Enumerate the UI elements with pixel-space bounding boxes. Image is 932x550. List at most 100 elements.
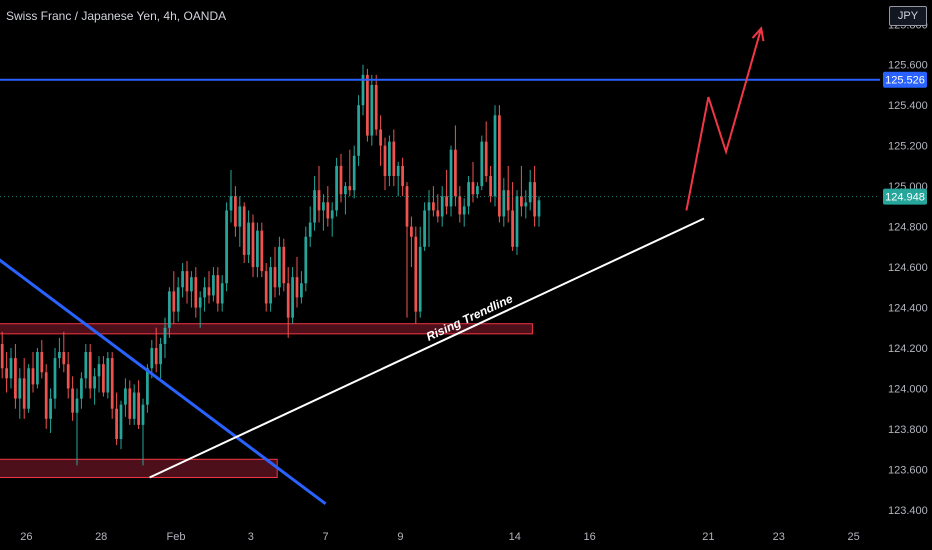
x-tick-label: 25 — [847, 531, 859, 543]
candle-body — [322, 202, 325, 211]
candle-body — [234, 196, 237, 227]
candle-body — [423, 210, 426, 247]
y-tick-label: 123.800 — [888, 424, 928, 436]
candle-body — [106, 358, 110, 393]
candle-body — [22, 378, 26, 409]
candle-body — [84, 352, 88, 379]
support-zone[interactable] — [0, 323, 533, 335]
candle-body — [163, 327, 167, 344]
candle-body — [132, 392, 136, 419]
candle-body — [436, 210, 440, 217]
candle-body — [247, 222, 250, 255]
candle-body — [418, 246, 422, 312]
candle-body — [194, 277, 198, 308]
candle-body — [150, 348, 154, 369]
candle-body — [137, 392, 140, 425]
candle-body — [251, 222, 255, 268]
candle-body — [432, 202, 435, 211]
candle-body — [493, 115, 497, 197]
rising-trendline[interactable] — [149, 217, 705, 479]
candle-body — [396, 165, 400, 177]
candle-body — [97, 364, 101, 377]
candle-body — [502, 190, 506, 217]
candle-body — [330, 210, 334, 219]
descending-trendline[interactable] — [0, 257, 327, 505]
candle-body — [304, 236, 308, 284]
candle-body — [528, 182, 532, 203]
candle-body — [225, 210, 228, 284]
candle-body — [467, 182, 470, 207]
x-tick-label: 7 — [323, 531, 329, 543]
y-tick-label: 124.600 — [888, 262, 928, 274]
candle-body — [203, 287, 206, 298]
candle-body — [128, 388, 132, 419]
y-tick-label: 123.600 — [888, 464, 928, 476]
candle-body — [357, 105, 360, 156]
candle-body — [18, 378, 22, 399]
x-tick-label: 3 — [248, 531, 254, 543]
resistance-price-tag[interactable] — [883, 71, 927, 88]
candle-body — [533, 182, 536, 217]
candle-body — [374, 84, 378, 130]
candle-body — [317, 190, 321, 211]
candle-body — [352, 155, 356, 191]
candle-body — [0, 343, 4, 369]
candle-body — [335, 165, 338, 211]
candle-body — [489, 176, 492, 197]
candle-body — [238, 206, 242, 227]
projection-path[interactable] — [685, 28, 763, 211]
candle-body — [62, 352, 66, 365]
last-price-label: 124.948 — [885, 192, 925, 204]
candle-body — [159, 343, 162, 365]
candle-body — [282, 246, 286, 284]
candle-body — [154, 348, 158, 365]
candle-body — [198, 297, 202, 308]
candle-body — [216, 275, 220, 304]
candle-body — [172, 291, 176, 312]
candle-body — [515, 196, 519, 247]
candle-body — [476, 186, 479, 195]
candle-body — [344, 186, 347, 195]
candle-body — [220, 283, 224, 304]
candle-body — [146, 368, 149, 405]
y-tick-label: 123.400 — [888, 505, 928, 517]
candle-body — [520, 196, 523, 207]
support-zone[interactable] — [0, 458, 278, 478]
x-tick-label: 21 — [702, 531, 714, 543]
candle-body — [440, 196, 444, 217]
candle-body — [40, 352, 44, 373]
candle-body — [229, 196, 233, 211]
x-tick-label: 9 — [397, 531, 403, 543]
candle-body — [80, 378, 83, 399]
candle-body — [537, 200, 541, 217]
candle-body — [176, 287, 180, 312]
candle-body — [168, 291, 171, 328]
candle-body — [379, 129, 382, 146]
candle-body — [392, 141, 396, 177]
candle-body — [273, 267, 277, 288]
candle-body — [93, 376, 96, 389]
candle-body — [66, 364, 70, 389]
y-tick-label: 124.400 — [888, 303, 928, 315]
candle-body — [88, 352, 92, 389]
y-tick-label: 125.200 — [888, 141, 928, 153]
projection-arrowhead — [751, 26, 765, 42]
y-tick-label: 124.200 — [888, 343, 928, 355]
candle-body — [9, 358, 13, 379]
candle-body — [313, 190, 316, 223]
candle-body — [185, 271, 189, 292]
candle-body — [260, 230, 264, 272]
last-price-tag[interactable] — [883, 188, 927, 205]
candle-body — [445, 196, 448, 207]
y-tick-label: 125.400 — [888, 100, 928, 112]
candle-body — [49, 398, 52, 419]
x-tick-label: 16 — [583, 531, 595, 543]
candle-body — [264, 271, 268, 304]
candle-body — [115, 408, 118, 440]
symbol-title[interactable]: Swiss Franc / Japanese Yen, 4h, OANDA — [6, 9, 227, 23]
candle-body — [462, 206, 466, 215]
currency-badge[interactable]: JPY — [889, 6, 927, 26]
candle-body — [326, 202, 330, 219]
